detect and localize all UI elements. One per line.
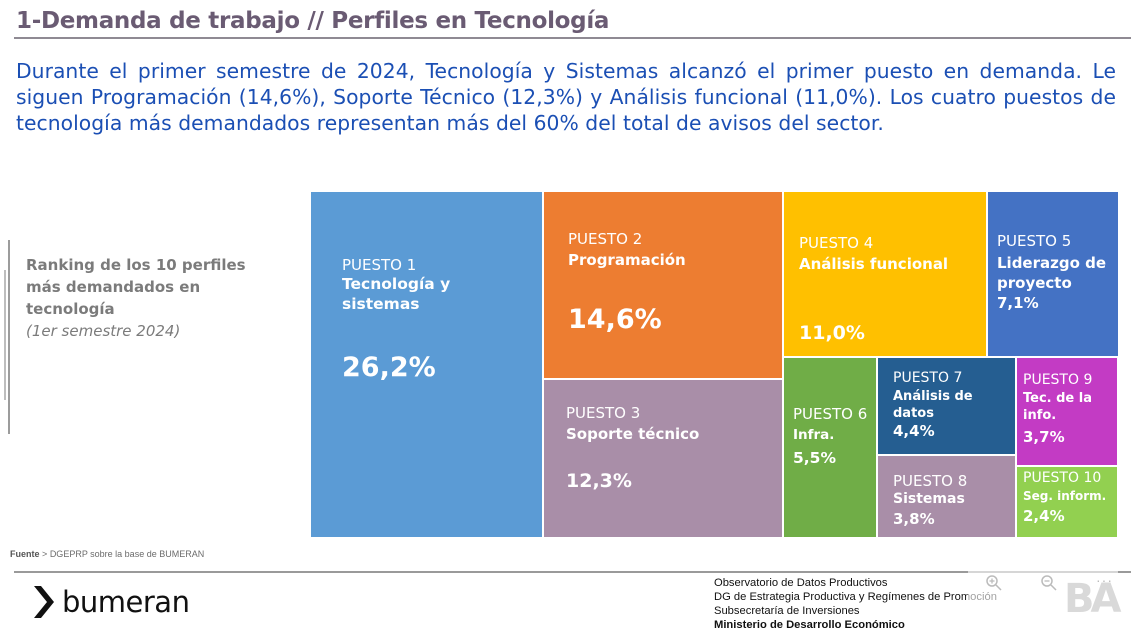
organization-block: Observatorio de Datos Productivos DG de … — [714, 576, 997, 630]
tile-name: Análisis funcional — [799, 255, 949, 273]
tile-rank-label: PUESTO 6 — [793, 405, 868, 423]
tile-name: Tec. de la info. — [1023, 391, 1093, 423]
sidebar-accent-line-secondary — [4, 270, 6, 400]
footer-divider — [14, 571, 1131, 573]
ranking-subtitle: (1er semestre 2024) — [26, 322, 181, 340]
sidebar-accent-line — [8, 240, 10, 434]
tile-value: 3,8% — [893, 510, 935, 528]
tile-value: 3,7% — [1023, 428, 1065, 446]
org-line-4: Ministerio de Desarrollo Económico — [714, 619, 905, 630]
ba-logo: BA — [1064, 576, 1121, 622]
org-line-2: DG de Estrategia Productiva y Regímenes … — [714, 591, 997, 603]
tile-rank-label: PUESTO 7 — [893, 370, 963, 386]
org-line-1: Observatorio de Datos Productivos — [714, 577, 888, 589]
tile-rank-label: PUESTO 3 — [566, 404, 641, 422]
ranking-title: Ranking de los 10 perfiles más demandado… — [26, 256, 246, 318]
tile-name: Seg. inform. — [1023, 489, 1107, 503]
treemap-tile-5: PUESTO 5 Liderazgo de proyecto 7,1% — [988, 192, 1118, 356]
source-text: DGEPRP sobre la base de BUMERAN — [49, 549, 205, 559]
treemap-tile-1: PUESTO 1 Tecnología y sistemas 26,2% — [311, 192, 542, 537]
tile-value: 2,4% — [1023, 507, 1065, 525]
tile-rank-label: PUESTO 1 — [342, 256, 417, 274]
tile-rank-label: PUESTO 8 — [893, 472, 968, 490]
treemap-tile-2: PUESTO 2 Programación 14,6% — [544, 192, 782, 378]
tile-value: 14,6% — [568, 304, 662, 335]
treemap-tile-8: PUESTO 8 Sistemas 3,8% — [878, 456, 1015, 537]
page-title: 1-Demanda de trabajo // Perfiles en Tecn… — [16, 8, 610, 34]
source-arrow: > — [42, 549, 48, 559]
tile-name: Tecnología y sistemas — [342, 275, 451, 313]
title-divider — [14, 37, 1131, 39]
tile-value: 26,2% — [342, 352, 436, 383]
source-label: Fuente — [10, 549, 40, 559]
tile-rank-label: PUESTO 9 — [1023, 372, 1093, 388]
tile-rank-label: PUESTO 2 — [568, 230, 643, 248]
treemap-tile-7: PUESTO 7 Análisis de datos 4,4% — [878, 358, 1015, 454]
tile-name: Infra. — [793, 427, 835, 443]
tile-name: Análisis de datos — [893, 389, 973, 421]
treemap-tile-6: PUESTO 6 Infra. 5,5% — [784, 358, 876, 537]
zoom-out-icon[interactable] — [1040, 574, 1058, 592]
tile-name: Sistemas — [893, 491, 965, 507]
tile-name: Liderazgo de proyecto — [997, 254, 1107, 292]
tile-name: Programación — [568, 251, 686, 269]
tile-value: 7,1% — [997, 294, 1039, 312]
tile-value: 12,3% — [566, 470, 632, 492]
tile-value: 11,0% — [799, 322, 865, 344]
zoom-in-icon[interactable] — [985, 574, 1003, 592]
treemap-tile-9: PUESTO 9 Tec. de la info. 3,7% — [1017, 358, 1117, 465]
source-note: Fuente > DGEPRP sobre la base de BUMERAN — [10, 549, 204, 559]
treemap-tile-10: PUESTO 10 Seg. inform. 2,4% — [1017, 467, 1117, 537]
tile-value: 5,5% — [793, 449, 836, 467]
tile-rank-label: PUESTO 5 — [997, 232, 1072, 250]
tile-value: 4,4% — [893, 422, 935, 440]
more-icon[interactable]: ··· — [1096, 572, 1113, 588]
bumeran-logo-text: bumeran — [62, 585, 190, 619]
org-line-3: Subsecretaría de Inversiones — [714, 605, 860, 617]
intro-text: Durante el primer semestre de 2024, Tecn… — [16, 59, 1116, 135]
treemap-tile-4: PUESTO 4 Análisis funcional 11,0% — [784, 192, 986, 356]
tile-rank-label: PUESTO 4 — [799, 234, 874, 252]
treemap-tile-3: PUESTO 3 Soporte técnico 12,3% — [544, 380, 782, 537]
bumeran-logo-icon — [34, 586, 54, 618]
bumeran-logo: bumeran — [30, 582, 190, 622]
tile-name: Soporte técnico — [566, 425, 700, 443]
tile-rank-label: PUESTO 10 — [1023, 470, 1102, 486]
